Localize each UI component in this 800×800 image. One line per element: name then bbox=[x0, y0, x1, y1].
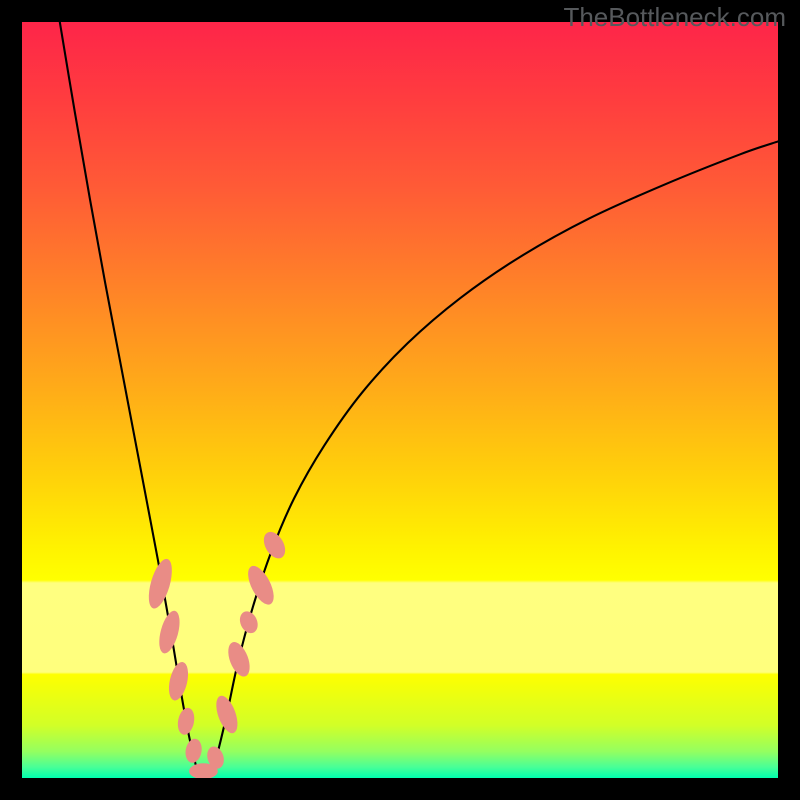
plot-area bbox=[22, 22, 778, 778]
watermark-text: TheBottleneck.com bbox=[563, 2, 786, 33]
outer-frame: TheBottleneck.com bbox=[0, 0, 800, 800]
gradient-background bbox=[22, 22, 778, 778]
chart-svg bbox=[22, 22, 778, 778]
